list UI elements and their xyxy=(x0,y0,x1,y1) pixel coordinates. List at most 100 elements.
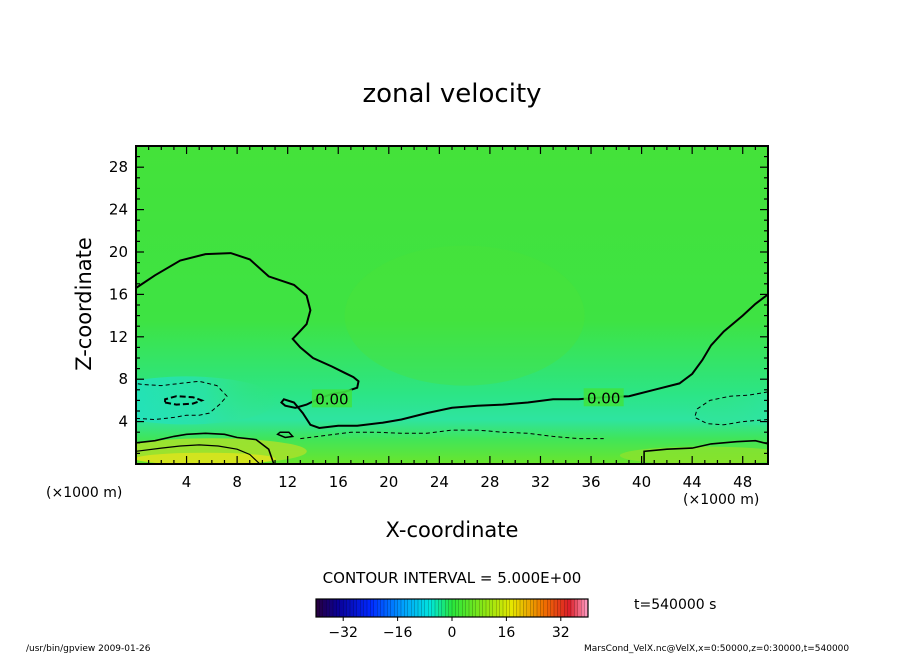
contour-label: 0.00 xyxy=(315,390,348,408)
colorbar-cell xyxy=(329,599,334,617)
x-tick-label: 28 xyxy=(480,473,499,491)
x-unit-left: (×1000 m) xyxy=(46,485,122,501)
x-tick-label: 4 xyxy=(182,473,192,491)
y-tick-label: 8 xyxy=(118,370,128,388)
colorbar-tick-label: −16 xyxy=(383,625,413,641)
negative-contour-mid xyxy=(300,429,604,440)
colorbar-cell xyxy=(377,599,381,617)
colorbar-cell xyxy=(526,599,531,617)
colorbar-cell xyxy=(540,599,545,617)
footer-program-date: /usr/bin/gpview 2009-01-26 xyxy=(26,644,151,654)
colorbar-cell xyxy=(343,599,347,617)
colorbar-cell xyxy=(431,599,436,617)
colorbar-cell xyxy=(550,599,555,617)
y-tick-label: 4 xyxy=(118,413,128,431)
colorbar-cell xyxy=(367,599,371,617)
colorbar-cell xyxy=(445,599,449,617)
colorbar-cell xyxy=(516,599,521,617)
y-tick-label: 20 xyxy=(109,243,128,261)
x-tick-label: 36 xyxy=(581,473,600,491)
colorbar-cell xyxy=(458,599,463,617)
chart-title: zonal velocity xyxy=(362,79,541,109)
colorbar-cell xyxy=(455,599,460,617)
contour-label-bg xyxy=(311,389,352,408)
colorbar-cell xyxy=(441,599,446,617)
colorbar-cell xyxy=(346,599,351,617)
x-tick-label: 20 xyxy=(379,473,398,491)
colorbar-tick-label: 32 xyxy=(552,625,570,641)
x-tick-label: 12 xyxy=(278,473,297,491)
field-negative-jet-left xyxy=(136,376,277,425)
colorbar-cell xyxy=(384,599,388,617)
colorbar-cell xyxy=(554,599,558,617)
zero-contour-small xyxy=(276,431,295,439)
colorbar-cell xyxy=(564,599,568,617)
colorbar-tick-label: 16 xyxy=(497,625,515,641)
colorbar-cell xyxy=(333,599,337,617)
colorbar-cell xyxy=(571,599,575,617)
colorbar-cell xyxy=(322,599,327,617)
y-tick-label: 12 xyxy=(109,328,128,346)
colorbar-cell xyxy=(503,599,507,617)
colorbar-cell xyxy=(479,599,483,617)
positive-contour-bottom-right xyxy=(643,439,768,464)
colorbar-cell xyxy=(407,599,412,617)
colorbar-cell xyxy=(363,599,368,617)
colorbar-tick-labels: −32 −16 0 16 32 xyxy=(328,617,570,641)
x-axis-ticks: 4 8 12 16 20 24 28 32 36 40 44 48 xyxy=(135,146,769,491)
colorbar-cell xyxy=(462,599,466,617)
x-tick-label: 32 xyxy=(531,473,550,491)
field-negative-jet-right xyxy=(685,392,768,425)
colorbar-cell xyxy=(475,599,480,617)
field-positive-core xyxy=(136,452,276,464)
colorbar-cell xyxy=(523,599,528,617)
y-tick-label: 24 xyxy=(109,201,128,219)
x-tick-label: 48 xyxy=(733,473,752,491)
colorbar-tick-label: 0 xyxy=(448,625,457,641)
y-tick-label: 16 xyxy=(109,285,128,303)
colorbar-cell xyxy=(469,599,473,617)
contour-label: 0.00 xyxy=(587,389,620,407)
colorbar-cell xyxy=(560,599,565,617)
colorbar-cell xyxy=(543,599,548,617)
colorbar-cell xyxy=(496,599,500,617)
colorbar-cell xyxy=(486,599,490,617)
colorbar-cell xyxy=(581,599,585,617)
y-axis-label: Z-coordinate xyxy=(72,237,96,371)
x-tick-label: 16 xyxy=(329,473,348,491)
positive-contour-bottom-left-inner xyxy=(136,444,261,464)
colorbar-cell xyxy=(547,599,551,617)
colorbar-cell xyxy=(356,599,361,617)
contour-label-bg xyxy=(583,388,624,407)
colorbar xyxy=(315,598,589,618)
colorbar-cell xyxy=(390,599,395,617)
negative-contour-left xyxy=(136,380,228,421)
velocity-field xyxy=(136,146,768,464)
colorbar-cell xyxy=(414,599,419,617)
x-axis-label: X-coordinate xyxy=(386,518,519,542)
field-upper-patch xyxy=(344,245,585,386)
colorbar-cell xyxy=(513,599,517,617)
colorbar-cell xyxy=(537,599,541,617)
colorbar-cell xyxy=(533,599,538,617)
y-axis-ticks: 4 8 12 16 20 24 28 xyxy=(109,145,768,465)
zero-contour-line xyxy=(136,252,768,430)
colorbar-cell xyxy=(373,599,378,617)
x-tick-label: 8 xyxy=(232,473,242,491)
contour-interval: CONTOUR INTERVAL = 5.000E+00 xyxy=(323,569,582,587)
contour-lines xyxy=(136,252,768,464)
colorbar-cell xyxy=(499,599,504,617)
colorbar-cell xyxy=(380,599,385,617)
x-tick-label: 24 xyxy=(430,473,449,491)
colorbar-cell xyxy=(452,599,456,617)
colorbar-cell xyxy=(574,599,579,617)
colorbar-cell xyxy=(520,599,524,617)
colorbar-cell xyxy=(428,599,432,617)
colorbar-cell xyxy=(509,599,514,617)
contour-labels: 0.00 0.00 xyxy=(311,388,624,408)
colorbar-cell xyxy=(350,599,354,617)
colorbar-cell xyxy=(353,599,358,617)
colorbar-cell xyxy=(387,599,392,617)
footer-file-info: MarsCond_VelX.nc@VelX,x=0:50000,z=0:3000… xyxy=(584,644,849,654)
